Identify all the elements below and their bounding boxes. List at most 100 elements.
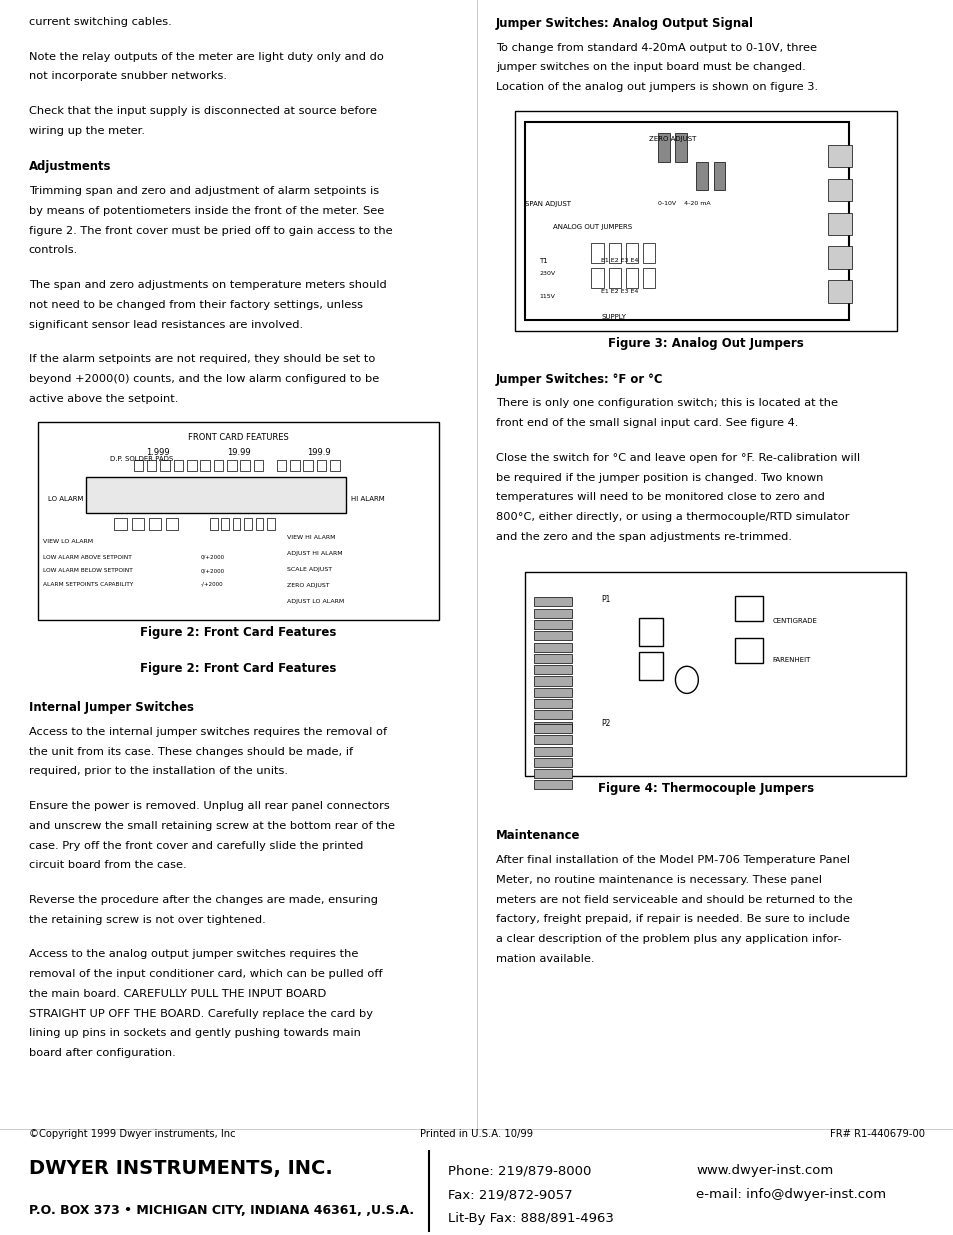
Text: Figure 2: Front Card Features: Figure 2: Front Card Features (140, 662, 336, 674)
Text: Trimming span and zero and adjustment of alarm setpoints is: Trimming span and zero and adjustment of… (29, 186, 378, 196)
Text: If the alarm setpoints are not required, they should be set to: If the alarm setpoints are not required,… (29, 354, 375, 364)
Bar (187, 459, 196, 471)
Text: 230V: 230V (538, 272, 555, 277)
Text: DWYER INSTRUMENTS, INC.: DWYER INSTRUMENTS, INC. (29, 1158, 332, 1178)
Bar (827, 247, 851, 269)
Bar (316, 459, 326, 471)
Bar (534, 620, 572, 629)
Text: e-mail: info@dwyer-inst.com: e-mail: info@dwyer-inst.com (696, 1188, 885, 1202)
Text: required, prior to the installation of the units.: required, prior to the installation of t… (29, 767, 287, 777)
Bar (591, 268, 603, 288)
Bar (534, 758, 572, 767)
Bar (658, 133, 669, 162)
Text: significant sensor lead resistances are involved.: significant sensor lead resistances are … (29, 320, 302, 330)
Bar (86, 477, 346, 513)
Text: T1: T1 (538, 258, 547, 264)
Text: SUPPLY: SUPPLY (600, 314, 625, 320)
Bar (244, 519, 252, 530)
Text: front end of the small signal input card. See figure 4.: front end of the small signal input card… (496, 419, 798, 429)
Bar (534, 769, 572, 778)
Text: LOW ALARM BELOW SETPOINT: LOW ALARM BELOW SETPOINT (43, 568, 132, 573)
Text: -/+2000: -/+2000 (200, 582, 223, 587)
Bar (200, 459, 210, 471)
Bar (642, 243, 655, 263)
Text: beyond +2000(0) counts, and the low alarm configured to be: beyond +2000(0) counts, and the low alar… (29, 374, 378, 384)
Bar (827, 144, 851, 168)
Bar (253, 459, 263, 471)
Bar (534, 642, 572, 652)
Bar (210, 519, 217, 530)
Text: After final installation of the Model PM-706 Temperature Panel: After final installation of the Model PM… (496, 855, 849, 864)
Bar (591, 243, 603, 263)
Text: FARENHEIT: FARENHEIT (772, 657, 810, 663)
Bar (290, 459, 299, 471)
Text: 19.99: 19.99 (227, 448, 250, 457)
Text: Phone: 219/879-8000: Phone: 219/879-8000 (448, 1165, 591, 1177)
Text: active above the setpoint.: active above the setpoint. (29, 394, 178, 404)
Text: Printed in U.S.A. 10/99: Printed in U.S.A. 10/99 (420, 1129, 533, 1139)
Bar (240, 459, 250, 471)
Text: Lit-By Fax: 888/891-4963: Lit-By Fax: 888/891-4963 (448, 1213, 614, 1225)
Bar (534, 781, 572, 789)
Bar (255, 519, 263, 530)
Bar (38, 422, 438, 620)
Text: Ensure the power is removed. Unplug all rear panel connectors: Ensure the power is removed. Unplug all … (29, 802, 389, 811)
Text: FRONT CARD FEATURES: FRONT CARD FEATURES (188, 432, 289, 442)
Text: and the zero and the span adjustments re-trimmed.: and the zero and the span adjustments re… (496, 532, 791, 542)
Text: not incorporate snubber networks.: not incorporate snubber networks. (29, 72, 227, 82)
Bar (534, 721, 572, 731)
Text: SPAN ADJUST: SPAN ADJUST (524, 201, 570, 207)
Bar (696, 162, 707, 190)
Bar (515, 111, 896, 331)
Text: meters are not field serviceable and should be returned to the: meters are not field serviceable and sho… (496, 894, 852, 904)
Bar (534, 710, 572, 720)
Text: Jumper Switches: Analog Output Signal: Jumper Switches: Analog Output Signal (496, 17, 753, 30)
Text: 0/+2000: 0/+2000 (200, 568, 224, 573)
Bar (625, 268, 638, 288)
Text: STRAIGHT UP OFF THE BOARD. Carefully replace the card by: STRAIGHT UP OFF THE BOARD. Carefully rep… (29, 1009, 373, 1019)
Bar (534, 699, 572, 708)
Bar (227, 459, 236, 471)
Text: P2: P2 (600, 720, 610, 729)
Text: Internal Jumper Switches: Internal Jumper Switches (29, 701, 193, 714)
Text: VIEW HI ALARM: VIEW HI ALARM (286, 535, 335, 541)
Text: Access to the analog output jumper switches requires the: Access to the analog output jumper switc… (29, 950, 357, 960)
Text: Note the relay outputs of the meter are light duty only and do: Note the relay outputs of the meter are … (29, 52, 383, 62)
Bar (734, 597, 762, 621)
Text: a clear description of the problem plus any application infor-: a clear description of the problem plus … (496, 934, 841, 944)
Bar (147, 459, 156, 471)
Bar (534, 666, 572, 674)
Text: 800°C, either directly, or using a thermocouple/RTD simulator: 800°C, either directly, or using a therm… (496, 513, 849, 522)
Bar (534, 677, 572, 685)
Bar (534, 735, 572, 745)
Bar (534, 653, 572, 663)
Text: Fax: 219/872-9057: Fax: 219/872-9057 (448, 1188, 573, 1202)
Text: temperatures will need to be monitored close to zero and: temperatures will need to be monitored c… (496, 493, 824, 503)
Text: the unit from its case. These changes should be made, if: the unit from its case. These changes sh… (29, 747, 353, 757)
Bar (642, 268, 655, 288)
Bar (330, 459, 339, 471)
Text: Meter, no routine maintenance is necessary. These panel: Meter, no routine maintenance is necessa… (496, 874, 821, 884)
Text: P.O. BOX 373 • MICHIGAN CITY, INDIANA 46361, ,U.S.A.: P.O. BOX 373 • MICHIGAN CITY, INDIANA 46… (29, 1204, 414, 1216)
Text: controls.: controls. (29, 246, 78, 256)
Text: wiring up the meter.: wiring up the meter. (29, 126, 145, 136)
Text: ©Copyright 1999 Dwyer instruments, Inc: ©Copyright 1999 Dwyer instruments, Inc (29, 1129, 235, 1139)
Bar (276, 459, 286, 471)
Text: www.dwyer-inst.com: www.dwyer-inst.com (696, 1165, 833, 1177)
Text: ZERO ADJUST: ZERO ADJUST (648, 136, 696, 142)
Text: Figure 2: Front Card Features: Figure 2: Front Card Features (140, 626, 336, 638)
Text: Reverse the procedure after the changes are made, ensuring: Reverse the procedure after the changes … (29, 895, 377, 905)
Text: 0/+2000: 0/+2000 (200, 555, 224, 559)
Bar (160, 459, 170, 471)
Bar (166, 519, 178, 530)
Text: Check that the input supply is disconnected at source before: Check that the input supply is disconnec… (29, 106, 376, 116)
Text: Location of the analog out jumpers is shown on figure 3.: Location of the analog out jumpers is sh… (496, 83, 818, 93)
Bar (149, 519, 161, 530)
Text: figure 2. The front cover must be pried off to gain access to the: figure 2. The front cover must be pried … (29, 226, 392, 236)
Text: circuit board from the case.: circuit board from the case. (29, 861, 186, 871)
Text: Adjustments: Adjustments (29, 161, 111, 173)
Text: removal of the input conditioner card, which can be pulled off: removal of the input conditioner card, w… (29, 969, 382, 979)
Text: the retaining screw is not over tightened.: the retaining screw is not over tightene… (29, 915, 265, 925)
Text: Access to the internal jumper switches requires the removal of: Access to the internal jumper switches r… (29, 727, 386, 737)
Bar (734, 638, 762, 663)
